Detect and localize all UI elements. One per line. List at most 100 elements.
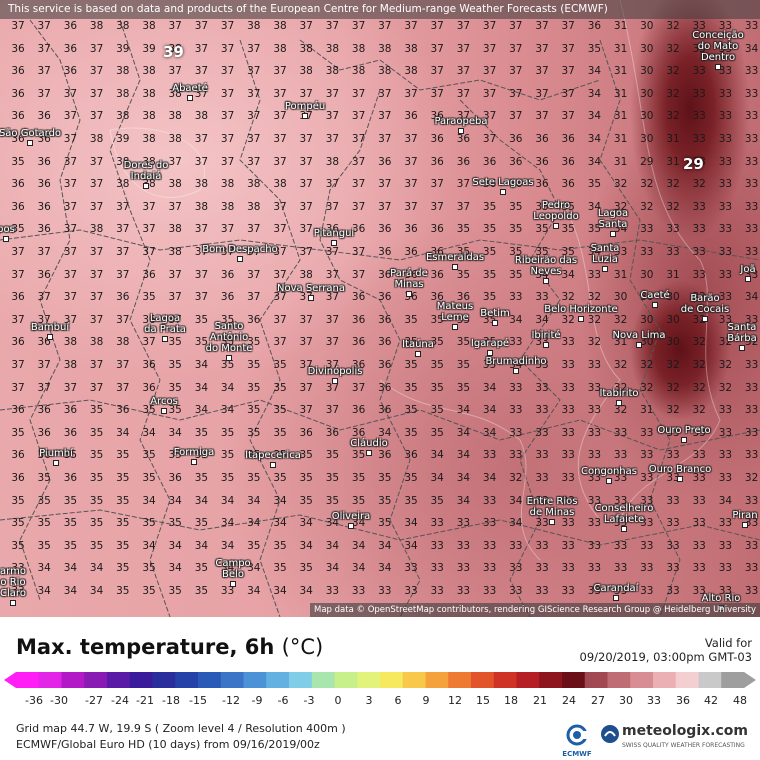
grid-value: 36 [404,223,418,236]
grid-value: 32 [666,178,680,191]
grid-value: 38 [168,42,182,55]
meteologix-logo[interactable]: meteologix.com SWISS QUALITY WEATHER FOR… [600,721,750,755]
grid-value: 35 [509,246,523,258]
temperature-map[interactable]: 37 37 36 38 38 38 37 37 37 38 38 37 37 37 37 37 37 37 37 37… [0,0,760,617]
grid-value: 37 [63,223,78,236]
city-label: Entre Rios de Minas [526,496,578,518]
grid-value: 33 [718,200,733,213]
grid-value: 38 [404,65,418,78]
scale-swatch [562,672,586,688]
city-marker [162,336,168,342]
grid-value: 37 [247,268,261,281]
grid-value: 37 [378,133,392,145]
grid-value: 33 [718,268,733,281]
grid-value: 33 [692,20,706,32]
scale-tick-label: -12 [222,694,240,707]
grid-value: 35 [482,246,497,258]
grid-value: 35 [561,200,575,213]
grid-value: 38 [247,20,261,32]
grid-value: 34 [587,200,602,213]
city-marker [677,476,683,482]
city-label: Conselheiro Lafaiete [594,503,654,525]
grid-value: 37 [456,178,471,191]
grid-value: 36 [378,223,392,236]
city-marker [621,526,627,532]
grid-value: 35 [535,246,549,258]
grid-value: 37 [404,87,418,100]
grid-value: 37 [37,65,51,78]
grid-value: 34 [587,246,602,258]
grid-value: 36 [430,110,444,123]
scale-tick-label: 24 [562,694,576,707]
scale-swatch [653,672,677,688]
grid-value: 37 [194,155,209,168]
grid-value: 33 [718,87,733,100]
grid-value: 37 [220,20,235,32]
city-label: Abaeté [172,83,208,94]
grid-value: 38 [351,42,366,55]
scale-swatch [493,672,518,688]
city-label: Belo Horizonte [544,304,618,315]
grid-value: 35 [535,200,549,213]
valid-time: 09/20/2019, 03:00pm GMT-03 [579,650,752,664]
grid-value: 36 [142,268,156,281]
grid-value: 36 [430,291,444,304]
grid-value: 36 [378,291,392,304]
grid-value: 38 [116,20,130,32]
city-label: Sete Lagoas [472,177,534,188]
grid-value: 37 [220,65,235,78]
city-marker [492,320,498,326]
grid-value: 33 [666,246,680,258]
grid-value: 31 [613,65,628,78]
city-labels: Conceição do Mato Dentro Abaeté Pompéu Para… [0,30,758,611]
grid-value: 38 [168,223,182,236]
grid-value: 37 [194,268,209,281]
city-marker [53,460,59,466]
scale-swatch [84,672,108,688]
grid-value: 36 [37,268,51,281]
city-marker [616,400,622,406]
grid-value: 35 [482,200,497,213]
city-label: Bambuí [30,322,70,333]
grid-value: 35 [587,178,602,191]
city-label: Lagoa da Prata [144,313,186,335]
grid-value: 37 [325,133,340,145]
grid-value: 30 [640,42,654,55]
grid-value: 36 [535,133,549,145]
grid-value: 33 [744,246,759,258]
grid-value: 36 [482,155,497,168]
ecmwf-logo[interactable]: ECMWF [560,724,594,758]
meteologix-icon [601,725,619,743]
grid-value: 36 [430,223,444,236]
grid-value: 32 [613,178,628,191]
grid-value: 37 [63,110,78,123]
grid-value: 37 [351,155,366,168]
city-label: Congonhas [581,466,637,477]
city-marker [745,276,751,282]
grid-value: 38 [116,65,130,78]
grid-value: 34 [561,268,575,281]
grid-value: 37 [273,200,287,213]
city-marker [47,334,53,340]
grid-value: 37 [168,291,182,304]
grid-value: 38 [378,42,392,55]
city-marker [237,256,243,262]
grid-value: 38 [116,110,130,123]
grid-value: 38 [142,133,156,145]
grid-value: 37 [247,133,261,145]
grid-value: 37 [116,223,130,236]
model-info: ECMWF/Global Euro HD (10 days) from 09/1… [16,738,320,751]
grid-value: 37 [247,291,261,304]
grid-value: 36 [456,291,471,304]
grid-value: 32 [666,20,680,32]
grid-value: 39 [116,133,130,145]
grid-value: 35 [482,268,497,281]
grid-value: 37 [299,20,313,32]
grid-value: 36 [561,178,575,191]
scale-tick-label: 6 [394,694,402,707]
grid-value: 36 [63,42,78,55]
grid-value: 36 [456,133,471,145]
municipal-borders [0,19,760,617]
grid-value: 33 [744,223,759,236]
grid-value: 34 [587,110,602,123]
